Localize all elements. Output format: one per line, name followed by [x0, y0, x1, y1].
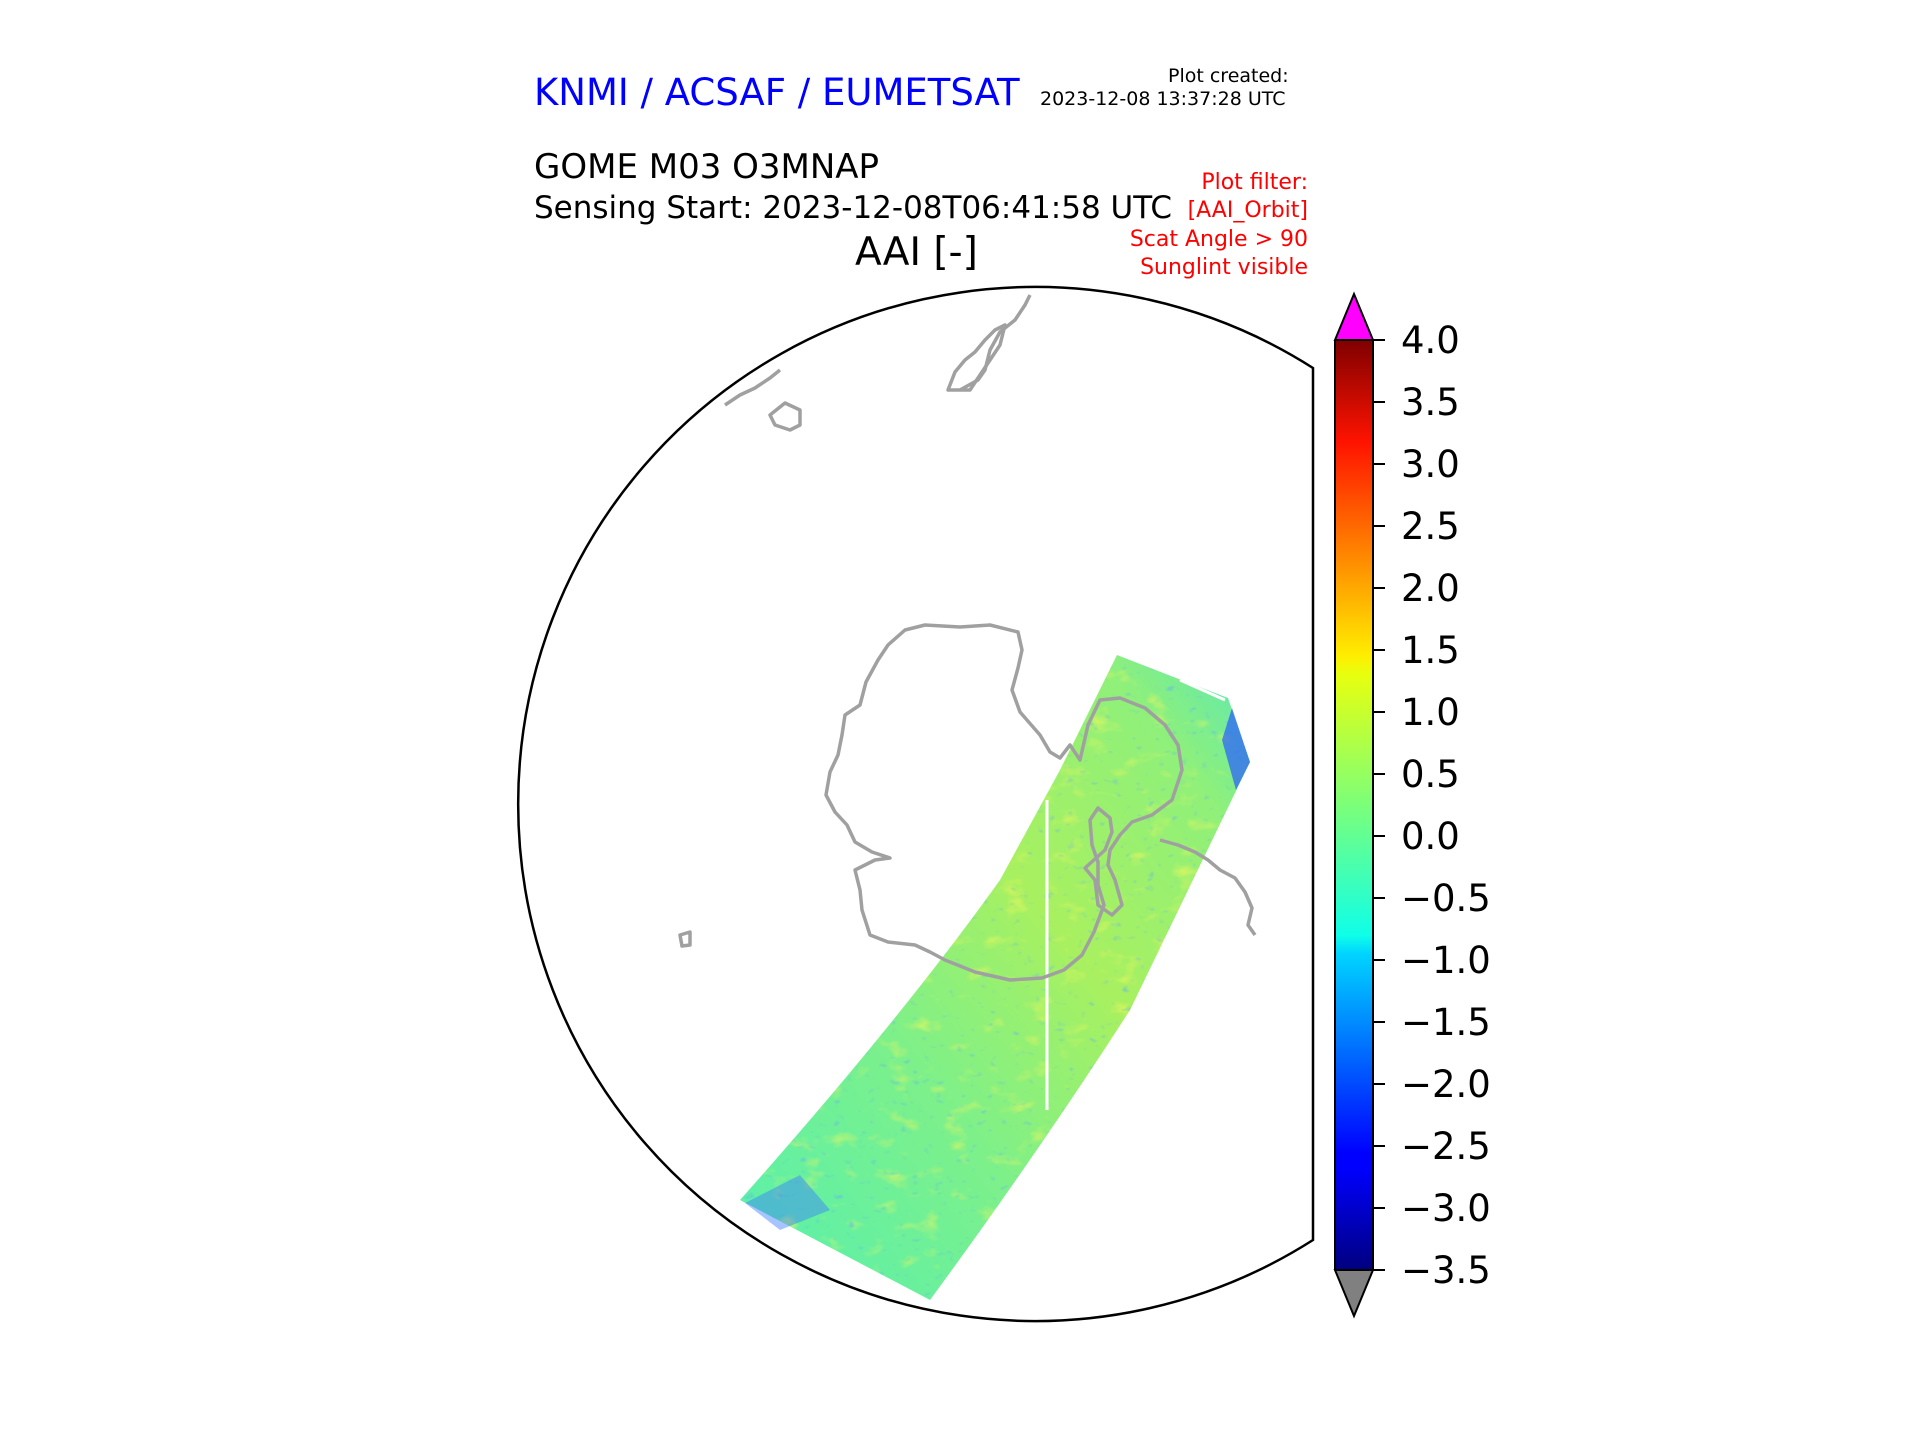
south-georgia: [768, 401, 802, 432]
coastlines: [678, 294, 1257, 982]
colorbar-tick-label: 1.5: [1401, 629, 1460, 672]
sensing-start: Sensing Start: 2023-12-08T06:41:58 UTC: [534, 190, 1172, 226]
colorbar-gradient: [1335, 340, 1373, 1270]
colorbar-tick-label: 0.5: [1401, 753, 1460, 796]
colorbar-tick-label: −2.0: [1401, 1063, 1491, 1106]
colorbar-tick-label: 4.0: [1401, 319, 1460, 362]
antarctica-coastline: [824, 623, 1184, 982]
plot-filter-orbit: [AAI_Orbit]: [1187, 198, 1308, 223]
plot-created-label: Plot created:: [1168, 65, 1289, 87]
peninsula-coastline: [1159, 838, 1257, 937]
variable-title: AAI [-]: [855, 230, 978, 275]
colorbar-under-triangle: [1333, 1269, 1375, 1319]
colorbar-tick-label: −3.0: [1401, 1187, 1491, 1230]
plot-filter-scat-angle: Scat Angle > 90: [1129, 227, 1308, 252]
plot-filter-sunglint: Sunglint visible: [1140, 255, 1308, 280]
colorbar-over-triangle: [1333, 291, 1375, 341]
colorbar-tick-label: 3.5: [1401, 381, 1460, 424]
colorbar-tick-label: 1.0: [1401, 691, 1460, 734]
map-area: [678, 294, 1257, 1300]
map-boundary: [517, 285, 1315, 1323]
africa-coast-fragment: [724, 368, 782, 407]
colorbar-tick-label: 2.0: [1401, 567, 1460, 610]
colorbar-tick-label: 0.0: [1401, 815, 1460, 858]
falkland-islands: [946, 323, 1007, 392]
colorbar-ticks: 4.0 3.5 3.0 2.5 2.0 1.5 1.0 0.5 0.0 −0.5 −1.0 −1.5 −…: [1373, 319, 1491, 1292]
colorbar-tick-label: −0.5: [1401, 877, 1491, 920]
colorbar-tick-label: −3.5: [1401, 1249, 1491, 1292]
colorbar-outline: [1334, 340, 1374, 1270]
colorbar-tick-label: −1.5: [1401, 1001, 1491, 1044]
product-title: GOME M03 O3MNAP: [534, 147, 880, 187]
colorbar-tick-label: −2.5: [1401, 1125, 1491, 1168]
colorbar-tick-label: −1.0: [1401, 939, 1491, 982]
colorbar-tick-label: 3.0: [1401, 443, 1460, 486]
organization-title: KNMI / ACSAF / EUMETSAT: [534, 71, 1020, 114]
colorbar-tick-label: 2.5: [1401, 505, 1460, 548]
plot-filter-label: Plot filter:: [1201, 170, 1308, 195]
plot-created-time: 2023-12-08 13:37:28 UTC: [1040, 88, 1286, 110]
small-island: [678, 930, 692, 948]
